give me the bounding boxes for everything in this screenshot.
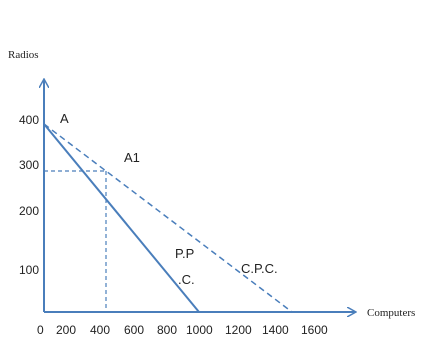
x-tick-label: 600 [124, 323, 144, 337]
x-tick-label: 1000 [186, 323, 213, 337]
x-tick-label: 800 [157, 323, 177, 337]
point-a-label: A [60, 111, 69, 126]
x-tick-label: 0 [37, 323, 44, 337]
ppc-label-line1: P.P [175, 246, 194, 261]
x-axis-title: Computers [367, 307, 415, 319]
x-tick-label: 1200 [225, 323, 252, 337]
y-tick-label: 400 [19, 113, 39, 127]
ppc-line [44, 124, 199, 312]
y-tick-label: 200 [19, 204, 39, 218]
cpc-label: C.P.C. [241, 261, 278, 276]
x-tick-label: 200 [56, 323, 76, 337]
y-axis-title: Radios [8, 49, 39, 61]
x-tick-labels: 0 200 400 600 800 1000 1200 1400 1600 [37, 323, 328, 337]
x-tick-label: 1600 [301, 323, 328, 337]
y-tick-labels: 400 300 200 100 [19, 113, 39, 277]
cpc-line [44, 124, 292, 312]
y-tick-label: 300 [19, 158, 39, 172]
y-tick-label: 100 [19, 263, 39, 277]
x-tick-label: 1400 [262, 323, 289, 337]
point-a1-label: A1 [124, 150, 140, 165]
ppc-label-line2: .C. [178, 272, 195, 287]
x-tick-label: 400 [90, 323, 110, 337]
